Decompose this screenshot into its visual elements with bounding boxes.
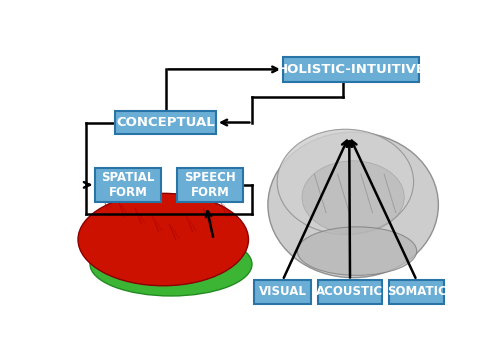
Ellipse shape	[277, 129, 413, 234]
Text: ACOUSTIC: ACOUSTIC	[316, 285, 384, 298]
FancyBboxPatch shape	[283, 57, 420, 82]
Ellipse shape	[302, 161, 404, 234]
Text: SPATIAL
FORM: SPATIAL FORM	[102, 171, 154, 199]
Ellipse shape	[90, 233, 252, 296]
Text: SOMATIC: SOMATIC	[387, 285, 446, 298]
FancyBboxPatch shape	[389, 280, 444, 304]
FancyBboxPatch shape	[318, 280, 382, 304]
Ellipse shape	[298, 227, 416, 275]
FancyBboxPatch shape	[94, 167, 162, 202]
FancyBboxPatch shape	[177, 167, 244, 202]
Ellipse shape	[78, 193, 248, 286]
Ellipse shape	[268, 132, 438, 278]
Text: VISUAL: VISUAL	[258, 285, 306, 298]
Text: SPEECH
FORM: SPEECH FORM	[184, 171, 236, 199]
Text: CONCEPTUAL: CONCEPTUAL	[116, 116, 215, 129]
FancyBboxPatch shape	[254, 280, 311, 304]
FancyBboxPatch shape	[115, 111, 216, 134]
Text: HOLISTIC-INTUITIVE: HOLISTIC-INTUITIVE	[276, 63, 426, 76]
